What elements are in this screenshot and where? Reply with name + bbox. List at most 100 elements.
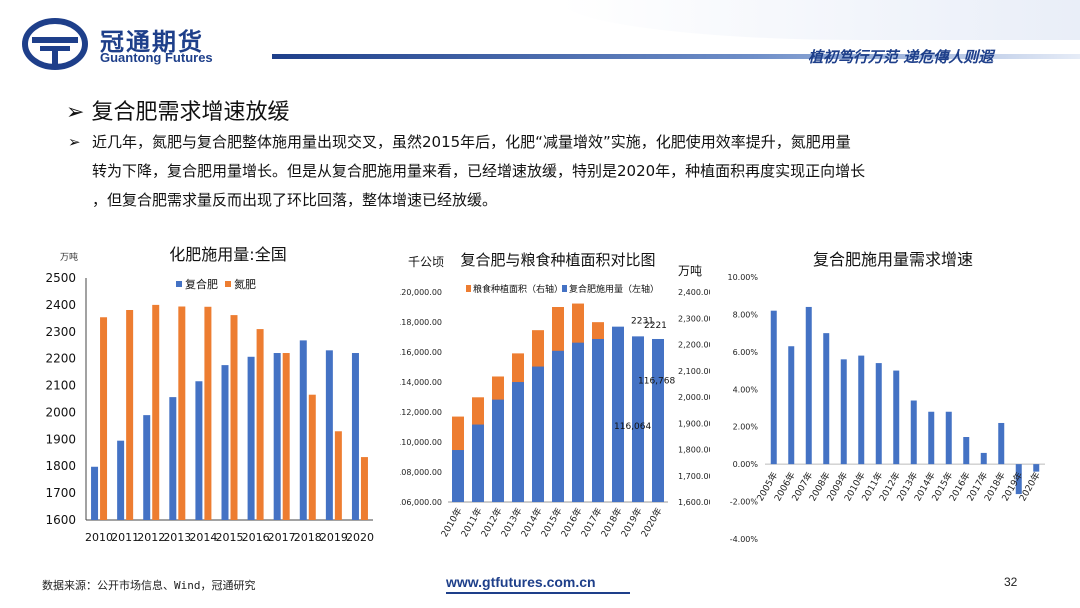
- bar-nitrogen: [282, 353, 290, 520]
- bar-compound-usage: [552, 350, 564, 502]
- bar-nitrogen: [204, 306, 212, 520]
- right-tick-label: 2,000.00: [678, 393, 710, 402]
- bar-nitrogen: [360, 457, 368, 520]
- y-tick-label: 2500: [45, 271, 76, 285]
- chart-fertilizer-usage: 万吨 化肥施用量:全国 2500 2400 2300 2200 2100 2000 1900 18…: [45, 245, 374, 544]
- left-tick-label: 120,000.00: [400, 288, 442, 297]
- y-tick-label: 1900: [45, 432, 76, 446]
- legend-label: 氮肥: [234, 277, 256, 291]
- x-tick-label: 2017: [268, 531, 296, 544]
- y-tick-label: 4.00%: [733, 385, 759, 394]
- y-tick-label: 1700: [45, 486, 76, 500]
- x-tick-label: 2020: [346, 531, 374, 544]
- left-tick-label: 114,000.00: [400, 378, 442, 387]
- y-tick-label: 0.00%: [733, 460, 759, 469]
- page-number: 32: [1004, 575, 1018, 589]
- x-tick-label: 2011: [111, 531, 139, 544]
- bar-growth-rate: [858, 355, 865, 465]
- chart-compound-growth-rate: 复合肥施用量需求增速 10.00% 8.00% 6.00% 4.00% 2.00% 0.00…: [727, 250, 1045, 544]
- left-tick-label: 110,000.00: [400, 438, 442, 447]
- chart-title: 复合肥施用量需求增速: [813, 250, 973, 269]
- paragraph-line: 近几年，氮肥与复合肥整体施用量出现交叉，虽然2015年后，化肥“减量增效”实施，…: [92, 133, 851, 151]
- bar-compound: [273, 353, 281, 520]
- y-tick-label: 2400: [45, 298, 76, 312]
- company-logo-icon: [22, 18, 88, 70]
- bar-growth-rate: [805, 306, 812, 465]
- x-tick-label: 2016: [242, 531, 270, 544]
- section-title-row: ➢ 复合肥需求增速放缓: [66, 94, 289, 126]
- slogan: 植初笃行万范 递危傳人则遐: [808, 48, 994, 66]
- legend-swatch: [562, 285, 567, 292]
- bar-growth-rate: [770, 310, 777, 465]
- bar-growth-rate: [945, 411, 952, 465]
- bar-growth-rate: [823, 333, 830, 465]
- y-tick-label: 10.00%: [727, 273, 758, 282]
- bar-compound-usage: [512, 382, 524, 502]
- y-tick-label: 2100: [45, 379, 76, 393]
- x-tick-label: 2012: [137, 531, 165, 544]
- y-tick-label: -2.00%: [730, 498, 759, 507]
- bar-growth-rate: [1015, 464, 1022, 495]
- y-tick-label: 8.00%: [733, 310, 759, 319]
- right-tick-label: 2,200.00: [678, 341, 710, 350]
- bar-growth-rate: [893, 370, 900, 465]
- bar-nitrogen: [126, 309, 134, 520]
- y-tick-label: 6.00%: [733, 348, 759, 357]
- bar-compound-usage: [452, 450, 464, 502]
- data-label: 116,768: [638, 376, 675, 386]
- x-tick-label: 2010: [85, 531, 113, 544]
- y-tick-label: 2200: [45, 352, 76, 366]
- bar-nitrogen: [178, 306, 186, 520]
- company-name-cn: 冠通期货: [100, 28, 204, 56]
- bar-compound: [325, 350, 333, 520]
- bar-growth-rate: [910, 400, 917, 465]
- arrow-bullet-icon: ➢: [68, 133, 81, 151]
- bar-nitrogen: [152, 304, 160, 520]
- y-tick-label: 2000: [45, 405, 76, 419]
- bar-nitrogen: [230, 315, 238, 520]
- bar-compound: [91, 466, 99, 520]
- y-axis-unit: 万吨: [60, 251, 78, 263]
- bar-growth-rate: [980, 452, 987, 465]
- section-title: 复合肥需求增速放缓: [91, 100, 290, 125]
- footer-rule: [446, 592, 630, 594]
- y-tick-label: 2.00%: [733, 423, 759, 432]
- legend-label: 复合肥: [185, 277, 218, 291]
- data-source: 数据来源：公开市场信息、Wind，冠通研究: [42, 579, 256, 592]
- website-link[interactable]: www.gtfutures.com.cn: [446, 574, 596, 590]
- y-tick-label: 1800: [45, 459, 76, 473]
- legend-label: 粮食种植面积（右轴）: [473, 283, 563, 295]
- data-label: 2221: [644, 321, 667, 331]
- bar-compound: [247, 356, 255, 520]
- x-tick-label: 2015: [216, 531, 244, 544]
- bar-growth-rate: [928, 411, 935, 465]
- y-tick-label: 1600: [45, 513, 76, 527]
- bar-compound-usage: [492, 399, 504, 502]
- data-label: 116,064: [614, 422, 651, 432]
- x-tick-label: 2019: [320, 531, 348, 544]
- bar-compound-usage: [572, 342, 584, 502]
- legend-swatch: [176, 281, 182, 287]
- bar-compound-usage: [612, 326, 624, 502]
- bar-growth-rate: [963, 437, 970, 465]
- left-tick-label: 108,000.00: [400, 468, 442, 477]
- paragraph-line: ，但复合肥需求量反而出现了环比回落，整体增速已经放缓。: [92, 191, 498, 209]
- left-tick-label: 106,000.00: [400, 498, 442, 507]
- bar-compound-usage: [632, 336, 644, 502]
- bar-growth-rate: [788, 346, 795, 465]
- bar-compound: [351, 353, 359, 520]
- bar-compound: [221, 365, 229, 520]
- bar-nitrogen: [308, 394, 316, 520]
- bar-nitrogen: [100, 317, 108, 520]
- bar-compound-usage: [472, 424, 484, 502]
- bar-compound: [117, 440, 125, 520]
- left-axis-unit: 千公顷: [408, 255, 444, 269]
- bar-compound-usage: [592, 338, 604, 502]
- bar-nitrogen: [256, 329, 264, 520]
- left-tick-label: 112,000.00: [400, 408, 442, 417]
- right-tick-label: 2,400.00: [678, 288, 710, 297]
- x-tick-label: 2018: [294, 531, 322, 544]
- legend-swatch: [466, 285, 471, 292]
- bar-compound: [169, 397, 177, 520]
- paragraph-line: 转为下降，复合肥用量增长。但是从复合肥施用量来看，已经增速放缓，特别是2020年…: [92, 162, 866, 180]
